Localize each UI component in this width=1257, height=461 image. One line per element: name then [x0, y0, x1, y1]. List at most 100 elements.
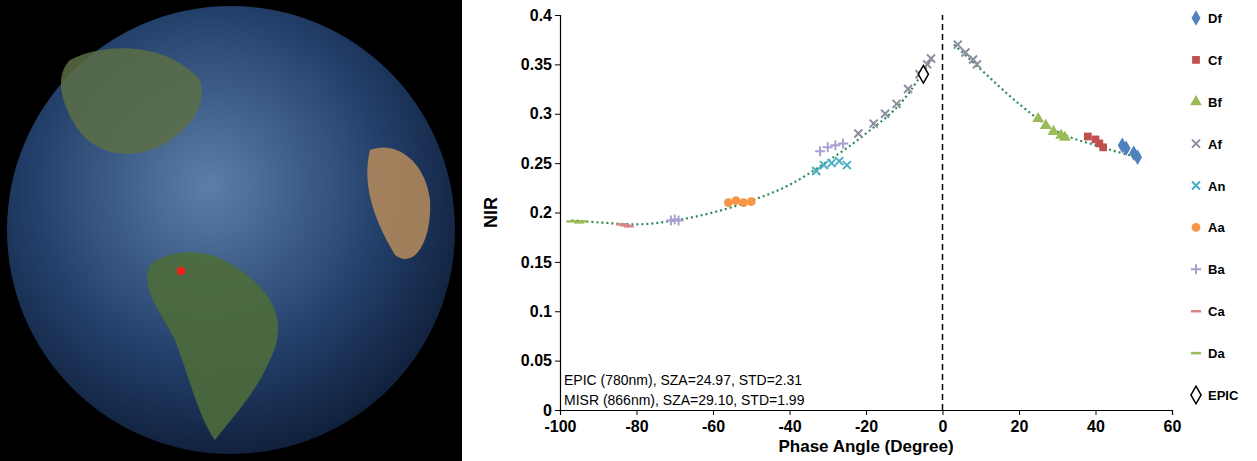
- reference-line: [942, 15, 944, 410]
- point-group: [812, 167, 820, 175]
- y-tick-mark: [555, 163, 560, 164]
- data-point: [835, 157, 843, 165]
- y-tick-mark: [555, 410, 560, 411]
- panel-background: [0, 0, 462, 461]
- data-point: [747, 197, 756, 206]
- x-tick: -20: [855, 410, 878, 435]
- legend-swatch: [1192, 56, 1200, 64]
- legend-swatch: [1192, 140, 1200, 148]
- series-points: [812, 157, 851, 175]
- data-point: [724, 198, 733, 207]
- point-group: [674, 215, 684, 225]
- point-group: [973, 60, 981, 68]
- x-tick-label: 20: [1011, 418, 1029, 435]
- data-point: [954, 41, 962, 49]
- data-point: [1040, 119, 1052, 129]
- annotation: MISR (866nm), SZA=29.10, STD=1.99: [564, 392, 805, 408]
- y-tick: 0.2: [530, 204, 560, 221]
- x-tick-mark: [866, 410, 867, 415]
- data-point: [961, 49, 969, 57]
- legend-label: EPIC: [1208, 388, 1239, 403]
- data-point: [820, 161, 828, 169]
- data-point: [854, 130, 862, 138]
- series-points: [724, 196, 756, 207]
- legend-label: An: [1208, 179, 1225, 194]
- series-points: [616, 224, 634, 226]
- y-tick-mark: [555, 15, 560, 16]
- y-tick: 0.1: [530, 303, 560, 320]
- legend-entry: Aa: [1192, 220, 1226, 235]
- legend-swatch: [1191, 310, 1201, 313]
- x-axis: -100-80-60-40-200204060: [544, 410, 1181, 435]
- x-tick: 20: [1011, 410, 1029, 435]
- plot-area: [566, 41, 1142, 227]
- point-group: [830, 140, 840, 150]
- data-point: [870, 120, 878, 128]
- y-tick-mark: [555, 114, 560, 115]
- y-axis: 00.050.10.150.20.250.30.350.4: [521, 7, 561, 419]
- legend-swatch: [1192, 10, 1201, 26]
- point-group: [1084, 133, 1092, 141]
- data-point: [918, 65, 928, 83]
- y-tick-label: 0.1: [530, 303, 552, 320]
- fit-curve: [571, 45, 1141, 225]
- point-group: [1048, 125, 1060, 135]
- legend: DfCfBfAfAnAaBaCaDaEPIC: [1190, 10, 1239, 404]
- continent: [147, 252, 278, 440]
- x-tick-mark: [637, 410, 638, 415]
- x-tick: -60: [702, 410, 725, 435]
- point-group: [927, 54, 935, 62]
- y-tick-label: 0.15: [521, 253, 552, 270]
- data-point: [1084, 133, 1092, 141]
- data-point: [973, 60, 981, 68]
- x-tick-label: -100: [544, 418, 576, 435]
- legend-entry: Ba: [1191, 262, 1225, 277]
- point-group: [1122, 141, 1131, 157]
- data-point: [739, 198, 748, 207]
- earth-disk: [7, 6, 455, 454]
- figure: -100-80-60-40-20020406000.050.10.150.20.…: [0, 0, 1257, 461]
- data-point: [838, 138, 848, 148]
- x-tick-label: -60: [702, 418, 725, 435]
- y-tick: 0.15: [521, 253, 560, 270]
- legend-label: Df: [1208, 11, 1222, 26]
- legend-entry: Df: [1192, 10, 1223, 26]
- x-tick-label: -80: [625, 418, 648, 435]
- y-tick-label: 0.05: [521, 352, 552, 369]
- point-group: [835, 157, 843, 165]
- point-group: [828, 159, 836, 167]
- legend-swatch: [1190, 95, 1202, 105]
- data-point: [830, 140, 840, 150]
- x-tick-mark: [1019, 410, 1020, 415]
- legend-swatch: [1192, 223, 1201, 232]
- point-group: [904, 85, 912, 93]
- point-group: [624, 226, 634, 227]
- legend-label: Cf: [1208, 53, 1222, 68]
- y-axis-title: NIR: [481, 197, 501, 228]
- annotation: EPIC (780nm), SZA=24.97, STD=2.31: [564, 372, 802, 388]
- legend-swatch: [1191, 352, 1201, 355]
- y-tick-mark: [555, 64, 560, 65]
- y-tick-label: 0.4: [530, 7, 552, 24]
- series-points: [918, 65, 928, 83]
- y-tick: 0.35: [521, 56, 560, 73]
- x-axis-line: [561, 411, 1173, 416]
- data-point: [1048, 125, 1060, 135]
- y-tick-label: 0: [543, 402, 552, 419]
- legend-entry: Da: [1191, 346, 1225, 361]
- x-tick-mark: [943, 410, 944, 415]
- legend-label: Bf: [1208, 95, 1222, 110]
- x-tick-label: -20: [855, 418, 878, 435]
- data-point: [881, 110, 889, 118]
- legend-label: Ba: [1208, 262, 1225, 277]
- site-marker: [177, 267, 185, 275]
- point-group: [1059, 131, 1071, 141]
- x-tick-label: 60: [1164, 418, 1182, 435]
- point-group: [881, 110, 889, 118]
- legend-entry: Ca: [1191, 304, 1225, 319]
- series-points: [566, 221, 587, 223]
- point-group: [1032, 112, 1044, 122]
- y-tick: 0.05: [521, 352, 560, 369]
- point-group: [578, 221, 588, 222]
- legend-entry: Bf: [1190, 95, 1222, 110]
